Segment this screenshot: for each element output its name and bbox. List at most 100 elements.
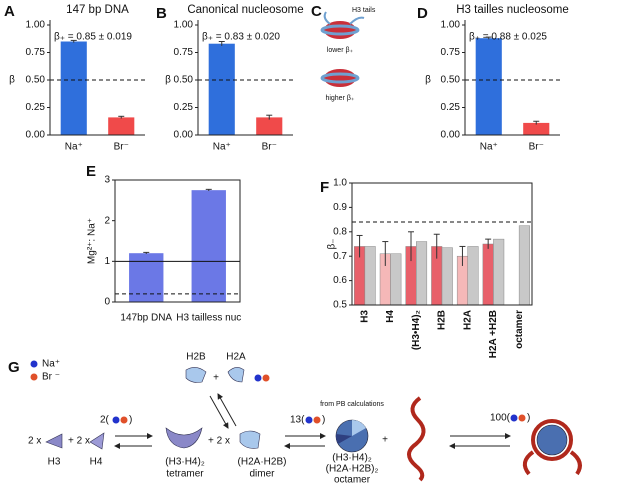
label: + 2 x	[208, 436, 230, 447]
bar	[475, 38, 502, 136]
label: H4	[90, 457, 103, 468]
panel-labels: A B C D E F G	[4, 3, 428, 376]
bar	[256, 117, 283, 135]
label: +	[382, 435, 388, 446]
label: tetramer	[166, 469, 204, 480]
annotation: β₊ = 0.88 ± 0.025	[469, 32, 547, 43]
bar	[518, 225, 530, 306]
label: +	[213, 373, 219, 384]
label: (H3·H4)₂	[165, 457, 205, 468]
label: higher β₊	[325, 95, 354, 102]
panel-label: G	[8, 359, 20, 376]
label: H2B	[186, 352, 206, 363]
label: 13(	[290, 415, 305, 426]
y-tick-label: 0	[104, 297, 110, 308]
x-tick-label: H3	[359, 310, 370, 323]
na-dot	[30, 360, 38, 368]
panel-label: F	[320, 179, 329, 196]
label: H3	[48, 457, 61, 468]
na-dot	[112, 416, 120, 424]
bar	[208, 43, 235, 136]
bar	[416, 241, 428, 306]
octamer-part	[335, 434, 352, 444]
x-tick-label: H2B	[437, 310, 448, 330]
label: )	[322, 415, 325, 426]
dna-wrap	[320, 72, 360, 84]
arrow	[209, 395, 229, 429]
y-tick-label: 0.25	[441, 102, 461, 113]
panel-label: E	[86, 163, 96, 180]
y-axis-title: β₋	[327, 238, 338, 249]
y-tick-label: 0.75	[26, 47, 46, 58]
y-axis-title: β	[9, 75, 15, 86]
y-tick-label: 0.6	[333, 275, 347, 286]
y-axis-title: β	[165, 75, 171, 86]
na-dot	[254, 374, 262, 382]
label: from PB calculations	[320, 401, 384, 408]
arrow	[217, 393, 237, 427]
bar	[493, 238, 505, 306]
y-tick-label: 0.25	[26, 102, 46, 113]
annotation: β₊ = 0.83 ± 0.020	[202, 32, 280, 43]
h4-shape	[89, 432, 105, 450]
x-tick-label: 147bp DNA	[120, 313, 172, 324]
x-tick-label: (H3•H4)₂	[411, 310, 422, 350]
octamer-part	[352, 419, 366, 436]
tails	[323, 11, 365, 25]
y-tick-label: 0.7	[333, 251, 347, 262]
x-tick-label: H2A +H2B	[488, 310, 499, 358]
y-tick-label: 0.8	[333, 226, 347, 237]
tetramer-shape	[165, 427, 203, 449]
x-tick-label: H3 tailless nuc	[176, 313, 241, 324]
dna-tail	[522, 450, 582, 476]
chart-title: H3 tailles nucleosome	[456, 4, 569, 16]
label: )	[527, 413, 530, 424]
y-tick-label: 0.50	[26, 75, 46, 86]
dna-wrap	[320, 24, 360, 36]
br-dot	[313, 416, 321, 424]
panel-label: D	[417, 5, 428, 22]
bar	[482, 243, 494, 306]
chart-title: 147 bp DNA	[66, 4, 129, 16]
na-dot	[305, 416, 313, 424]
bar	[467, 246, 479, 306]
x-tick-label: Na⁺	[65, 142, 83, 153]
plot-frame	[351, 182, 533, 306]
label: octamer	[334, 475, 371, 486]
y-tick-label: 1.0	[333, 178, 347, 189]
panel-label: B	[156, 5, 167, 22]
label: )	[129, 415, 132, 426]
x-tick-label: Na⁺	[480, 142, 498, 153]
br-dot	[262, 374, 270, 382]
x-tick-label: octamer	[514, 310, 525, 349]
y-tick-label: 0.00	[26, 130, 46, 141]
diagram-c: H3 tails lower β₊ higher β₊	[320, 7, 376, 102]
y-tick-label: 3	[104, 175, 110, 186]
x-tick-label: Br⁻	[262, 142, 277, 153]
x-tick-label: Na⁺	[213, 142, 231, 153]
bar	[523, 122, 550, 135]
y-tick-label: 0.00	[441, 130, 461, 141]
y-tick-label: 0.9	[333, 202, 347, 213]
y-tick-label: 0.5	[333, 300, 347, 311]
label: + 2 x	[68, 436, 90, 447]
bar	[390, 253, 402, 306]
label: H2A	[226, 352, 246, 363]
y-tick-label: 0.50	[174, 75, 194, 86]
annotation: β₊ = 0.85 ± 0.019	[54, 32, 132, 43]
diagram-g: Na⁺ Br ⁻ H2B H2A + 2 x H3 + 2 x H4 2( ) …	[28, 352, 582, 486]
bar	[191, 190, 226, 302]
panel-label: A	[4, 3, 15, 20]
h3-shape	[45, 433, 63, 449]
h2a-shape	[227, 367, 245, 383]
na-dot	[510, 414, 518, 422]
y-tick-label: 0.75	[174, 47, 194, 58]
y-tick-label: 0.75	[441, 47, 461, 58]
label: (H2A·H2B)₂	[326, 464, 379, 475]
y-axis-title: β	[425, 75, 431, 86]
x-tick-label: H2A	[462, 310, 473, 330]
h2b-shape	[185, 367, 207, 383]
chart-title: Canonical nucleosome	[187, 4, 303, 16]
dimer-shape	[239, 430, 261, 449]
br-dot	[30, 373, 38, 381]
